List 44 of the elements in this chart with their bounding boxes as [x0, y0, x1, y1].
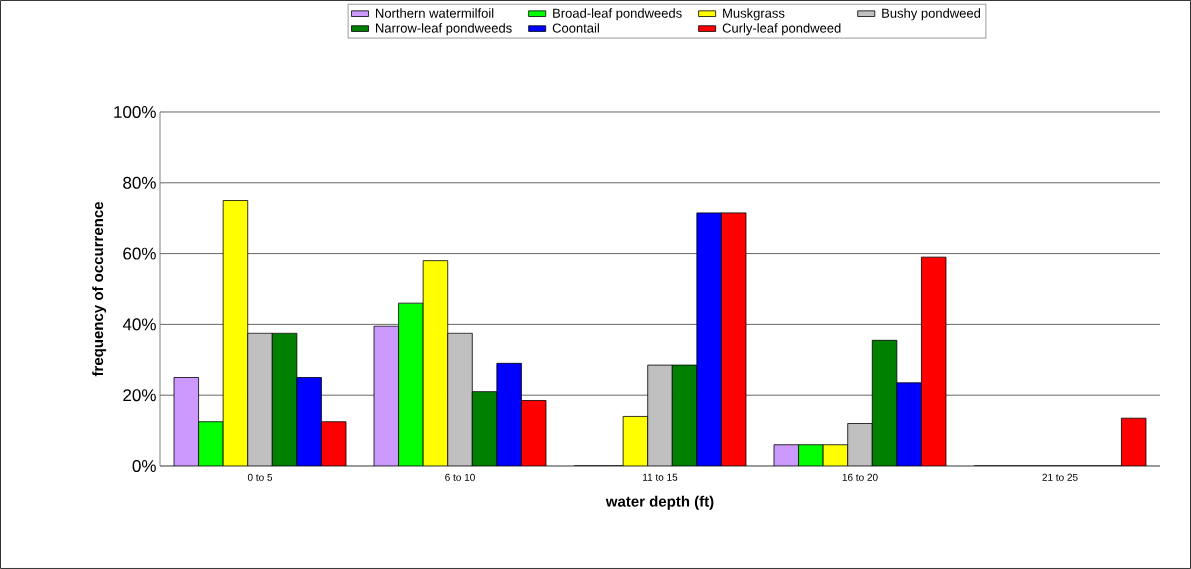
x-tick-label: 21 to 25 [1042, 473, 1078, 481]
bar [398, 302, 424, 466]
y-tick-label: 80% [123, 176, 156, 189]
y-tick-label: 40% [122, 318, 156, 331]
y-tick-label: 100% [114, 105, 156, 119]
legend-label: Curly-leaf pondweed [722, 23, 841, 36]
y-tick-label: 60% [123, 247, 156, 260]
bar [321, 421, 347, 466]
bar [271, 332, 298, 466]
bar [447, 332, 473, 466]
bar [647, 364, 673, 466]
bar [871, 339, 898, 466]
x-tick-label: 0 to 5 [247, 473, 273, 481]
y-tick-label: 20% [123, 389, 156, 402]
y-tick-label: 0% [132, 459, 156, 473]
bar [422, 260, 449, 466]
bar [622, 416, 649, 466]
legend-label: Bushy pondweed [882, 8, 981, 21]
bar [896, 382, 922, 466]
bar [721, 212, 747, 466]
bar [247, 332, 273, 466]
bar [222, 200, 249, 466]
bar [198, 421, 224, 466]
x-tick-label: 6 to 10 [445, 473, 475, 481]
y-axis-title: frequency of occurrence [92, 202, 107, 377]
bar [373, 325, 399, 466]
x-axis-title: water depth (ft) [605, 495, 714, 510]
bar [296, 377, 322, 466]
legend-label: Muskgrass [723, 8, 785, 21]
bar [847, 423, 873, 466]
bar [671, 364, 698, 466]
bar [471, 391, 498, 466]
bar [496, 362, 522, 466]
bar [173, 377, 199, 466]
legend-label: Broad-leaf pondweeds [553, 8, 682, 21]
bar [521, 400, 547, 466]
bar [921, 256, 947, 466]
legend-label: Coontail [552, 23, 599, 33]
legend-label: Northern watermilfoil [376, 8, 494, 18]
bar [1121, 417, 1147, 466]
legend-label: Narrow-leaf pondweeds [376, 23, 512, 36]
x-tick-label: 16 to 20 [842, 473, 878, 481]
x-tick-label: 11 to 15 [643, 473, 678, 481]
bar [696, 212, 722, 466]
